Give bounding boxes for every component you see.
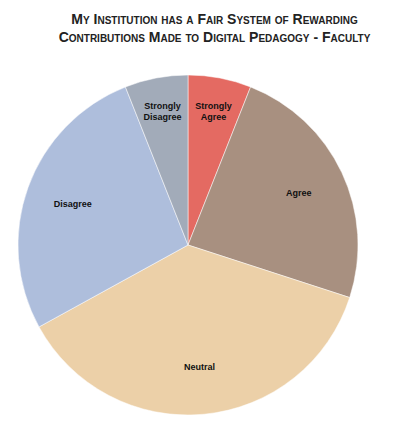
svg-text:StronglyAgree: StronglyAgree (195, 101, 232, 122)
html-text:My Institution has a Fair Syst: My Institution has a Fair System of Rewa… (58, 11, 371, 45)
svg-text:Disagree: Disagree (54, 199, 92, 209)
svg-text:Neutral: Neutral (184, 362, 215, 372)
svg-text:StronglyDisagree: StronglyDisagree (144, 101, 182, 122)
svg-text:Agree: Agree (286, 188, 312, 198)
